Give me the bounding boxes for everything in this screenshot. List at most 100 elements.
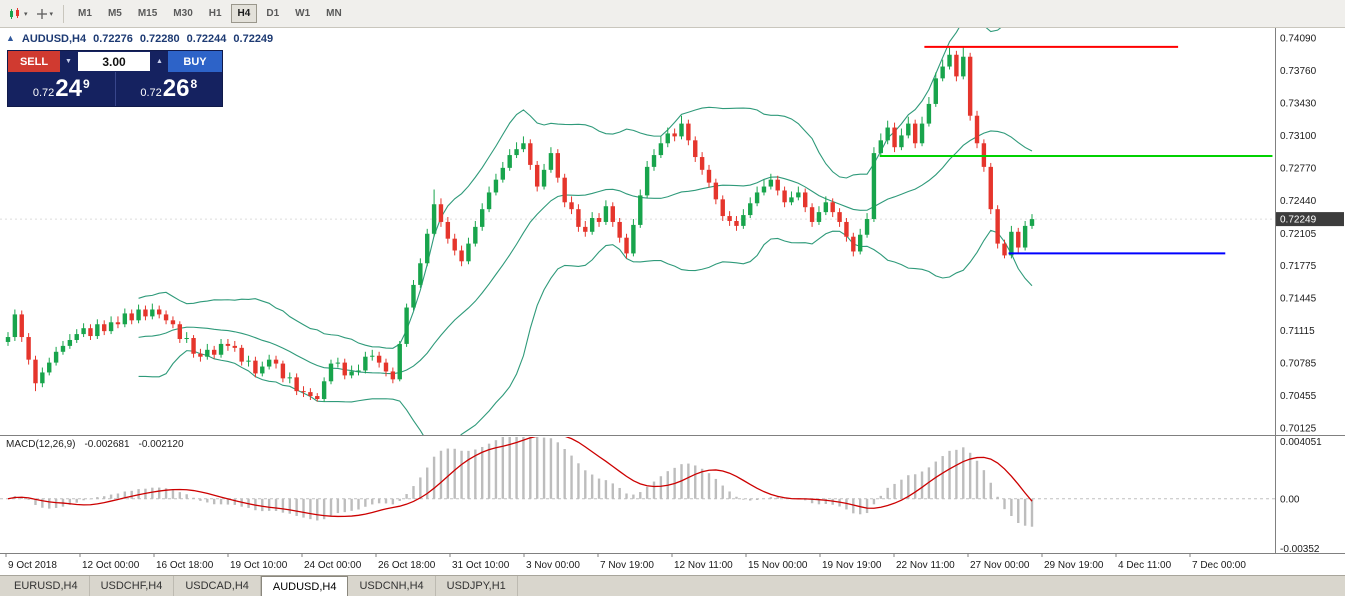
timeframe-button-m30[interactable]: M30: [166, 4, 199, 23]
time-axis-label: 16 Oct 18:00: [156, 560, 214, 571]
trade-controls-row: SELL ▼ ▲ BUY: [8, 51, 222, 72]
bollinger-middle-band: [138, 130, 1033, 375]
sell-button[interactable]: SELL: [8, 51, 60, 72]
timeframe-button-m1[interactable]: M1: [71, 4, 99, 23]
time-axis-label: 26 Oct 18:00: [378, 560, 436, 571]
bollinger-lower-band: [138, 229, 1033, 435]
toolbar-separator: [63, 4, 65, 23]
ohlc-low: 0.72244: [186, 33, 227, 45]
time-axis-label: 7 Nov 19:00: [600, 560, 654, 571]
macd-signal-line: [7, 437, 1033, 518]
axes: 0.740900.737600.734300.731000.727700.724…: [0, 28, 1345, 571]
chart-tab-eurusd-h4[interactable]: EURUSD,H4: [3, 576, 90, 596]
trade-prices-row: 0.72 24 9 0.72 26 8: [8, 72, 222, 106]
price-axis-label: 0.70125: [1280, 424, 1317, 435]
buy-price-display[interactable]: 0.72 26 8: [116, 72, 223, 106]
chart-type-icon: [10, 7, 19, 19]
ohlc-open: 0.72276: [93, 33, 133, 45]
time-axis-label: 15 Nov 00:00: [748, 560, 808, 571]
one-click-trading-panel: SELL ▼ ▲ BUY 0.72 24 9 0.72 26 8: [8, 51, 222, 106]
macd-scale-zero: 0.00: [1280, 494, 1300, 505]
lot-decrease-button[interactable]: ▼: [60, 51, 77, 72]
chart-type-button[interactable]: ▾: [4, 5, 32, 23]
drawing-tools-icon: [36, 8, 47, 19]
macd-indicator-label: MACD(12,26,9) -0.002681 -0.002120: [6, 439, 184, 450]
lot-increase-button[interactable]: ▲: [151, 51, 168, 72]
price-axis-label: 0.73430: [1280, 98, 1317, 109]
macd-panel-area: [0, 437, 1275, 527]
chart-tab-usdjpy-h1[interactable]: USDJPY,H1: [436, 576, 518, 596]
macd-scale-top: 0.004051: [1280, 437, 1322, 448]
timeframe-button-h1[interactable]: H1: [202, 4, 229, 23]
chevron-down-icon: ▾: [49, 10, 54, 18]
price-axis-label: 0.73760: [1280, 66, 1317, 77]
time-axis-label: 9 Oct 2018: [8, 560, 57, 571]
macd-scale-bottom: -0.00352: [1280, 544, 1320, 555]
timeframe-button-d1[interactable]: D1: [259, 4, 286, 23]
time-axis-label: 27 Nov 00:00: [970, 560, 1030, 571]
chart-tabs-bar: EURUSD,H4 USDCHF,H4 USDCAD,H4 AUDUSD,H4 USDC…: [0, 575, 1345, 596]
main-chart-area: [0, 28, 1275, 435]
time-axis-label: 29 Nov 19:00: [1044, 560, 1104, 571]
buy-button[interactable]: BUY: [168, 51, 222, 72]
chart-tab-audusd-h4[interactable]: AUDUSD,H4: [260, 576, 349, 596]
macd-histogram: [13, 437, 1034, 527]
price-axis-label: 0.72440: [1280, 196, 1317, 207]
macd-signal-value: -0.002120: [138, 439, 184, 450]
time-axis-label: 22 Nov 11:00: [896, 560, 955, 571]
sell-price-prefix: 0.72: [32, 87, 55, 99]
chart-window: 0.74090 0.73760 0.73430 0.73100 0.72770 0.724…: [0, 28, 1345, 575]
bollinger-upper-band: [138, 28, 1002, 349]
current-price-badge: [1276, 212, 1344, 227]
macd-main-value: -0.002681: [84, 439, 130, 450]
time-axis-label: 3 Nov 00:00: [526, 560, 580, 571]
time-axis-label: 19 Oct 10:00: [230, 560, 288, 571]
price-axis-label: 0.70455: [1280, 391, 1317, 402]
price-axis-label: 0.73100: [1280, 131, 1317, 142]
ohlc-close: 0.72249: [233, 33, 274, 45]
buy-price-main: 26: [162, 75, 190, 102]
main-toolbar: ▾ ▾ M1 M5 M15 M30 H1 H4 D1 W1 MN: [0, 0, 1345, 28]
time-axis-label: 19 Nov 19:00: [822, 560, 882, 571]
sell-price-pip: 9: [82, 77, 90, 91]
price-axis-label: 0.74090: [1280, 34, 1317, 45]
candlestick-series: [5, 46, 1035, 402]
symbol-period-label: AUDUSD,H4: [21, 33, 87, 45]
time-axis-label: 7 Dec 00:00: [1192, 560, 1246, 571]
timeframe-button-mn[interactable]: MN: [319, 4, 349, 23]
drawing-tools-button[interactable]: ▾: [32, 5, 58, 23]
timeframe-button-h4[interactable]: H4: [230, 4, 258, 23]
price-axis-label: 0.70785: [1280, 359, 1317, 370]
chart-canvas[interactable]: 0.740900.737600.734300.731000.727700.724…: [0, 28, 1345, 575]
time-axis-label: 12 Oct 00:00: [82, 560, 140, 571]
chevron-down-icon: ▾: [24, 10, 28, 18]
timeframe-button-w1[interactable]: W1: [288, 4, 317, 23]
price-axis-label: 0.72105: [1280, 229, 1317, 240]
timeframe-button-m5[interactable]: M5: [101, 4, 129, 23]
current-price-label: 0.72249: [1280, 215, 1317, 226]
chart-tab-usdcad-h4[interactable]: USDCAD,H4: [174, 576, 261, 596]
time-axis-label: 4 Dec 11:00: [1118, 560, 1172, 571]
sell-price-main: 24: [55, 75, 82, 102]
price-divider: [114, 72, 116, 106]
chart-tab-usdchf-h4[interactable]: USDCHF,H4: [90, 576, 175, 596]
buy-price-prefix: 0.72: [140, 87, 162, 99]
ohlc-high: 0.72280: [139, 33, 180, 45]
time-axis-label: 12 Nov 11:00: [674, 560, 733, 571]
buy-price-pip: 8: [190, 77, 198, 91]
macd-name: MACD(12,26,9): [6, 439, 76, 450]
price-axis-label: 0.71115: [1280, 326, 1315, 337]
price-axis-label: 0.71445: [1280, 294, 1317, 305]
time-axis-label: 31 Oct 10:00: [452, 560, 510, 571]
time-axis-label: 24 Oct 00:00: [304, 560, 362, 571]
timeframe-button-m15[interactable]: M15: [131, 4, 164, 23]
timeframe-button-group: M1 M5 M15 M30 H1 H4 D1 W1 MN: [70, 4, 350, 23]
price-axis-label: 0.72770: [1280, 163, 1317, 174]
price-axis-label: 0.71775: [1280, 261, 1317, 272]
chart-tab-usdcnh-h4[interactable]: USDCNH,H4: [348, 576, 436, 596]
collapse-trade-panel-icon[interactable]: ▲: [6, 33, 15, 43]
sell-price-display[interactable]: 0.72 24 9: [8, 72, 115, 106]
quote-header: ▲ AUDUSD,H4 0.72276 0.72280 0.72244 0.72…: [6, 33, 273, 45]
lot-size-input[interactable]: [77, 51, 151, 72]
